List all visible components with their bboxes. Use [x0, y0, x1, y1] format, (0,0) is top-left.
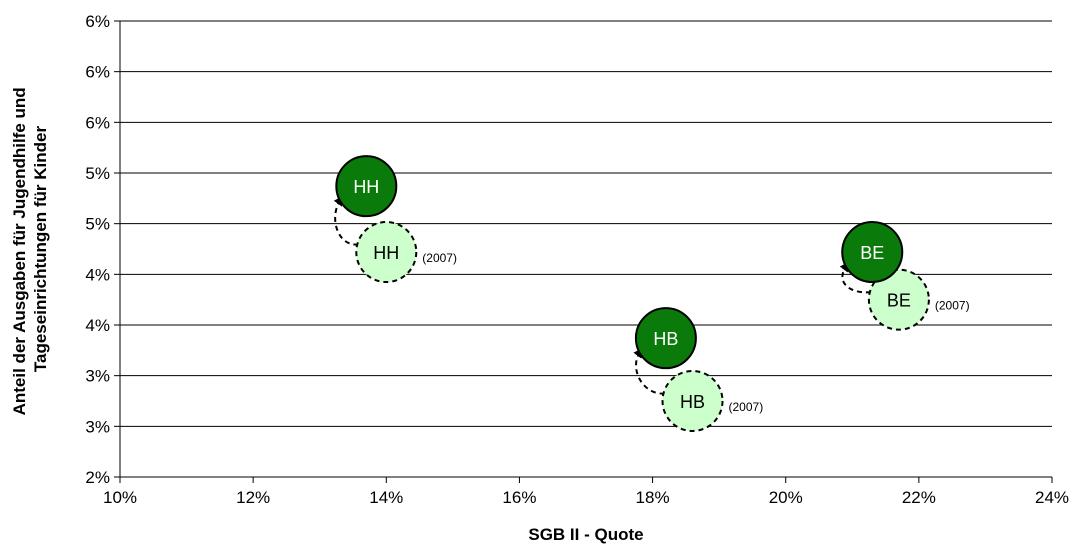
- axes: 2% 3% 3% 4% 4% 5% 5% 6% 6% 6% 10% 12% 14% 16% 18% 20% 22…: [85, 12, 1069, 507]
- year-note: (2007): [935, 299, 970, 313]
- x-tick-label: 22%: [902, 488, 936, 507]
- x-tick-label: 10%: [103, 488, 137, 507]
- y-tick-label: 3%: [85, 417, 110, 436]
- bubble-previous: [661, 370, 724, 432]
- bubble-previous-label: BE: [887, 291, 911, 311]
- x-tick-label: 24%: [1035, 488, 1069, 507]
- grid-lines: [120, 20, 1052, 427]
- y-axis-title-line-2: Tageseinrichtungen für Kinder: [31, 126, 50, 373]
- y-axis-title-line-1: Anteil der Ausgaben für Jugendhilfe und: [10, 87, 29, 415]
- x-tick-label: 12%: [236, 488, 270, 507]
- y-tick-label: 3%: [85, 367, 110, 386]
- movement-arrow: [333, 195, 359, 246]
- bubble-previous-label: HB: [680, 392, 705, 412]
- movement-arrow: [633, 347, 665, 395]
- data-points: HH (2007) HH HB (2007) HB BE (2007) BE: [335, 155, 970, 432]
- bubble-previous-label: HH: [373, 243, 399, 263]
- bubble-current-label: BE: [860, 243, 884, 263]
- y-tick-label: 5%: [85, 215, 110, 234]
- y-axis-title: Anteil der Ausgaben für Jugendhilfe und …: [10, 83, 50, 416]
- bubble-previous: [355, 221, 418, 284]
- year-note: (2007): [422, 251, 457, 265]
- bubble-previous: [867, 268, 930, 331]
- bubble-current: [335, 155, 398, 218]
- x-tick-label: 14%: [369, 488, 403, 507]
- year-note: (2007): [729, 400, 764, 414]
- bubble-current-label: HB: [653, 329, 678, 349]
- bubble-current-label: HH: [353, 177, 379, 197]
- bubble-current: [841, 221, 904, 284]
- y-tick-label: 4%: [85, 316, 110, 335]
- y-tick-label: 4%: [85, 265, 110, 284]
- y-tick-label: 2%: [85, 468, 110, 487]
- bubble-current: [634, 307, 697, 370]
- y-tick-label: 6%: [85, 113, 110, 132]
- y-tick-label: 6%: [85, 63, 110, 82]
- x-tick-label: 20%: [769, 488, 803, 507]
- movement-arrows: [333, 195, 872, 395]
- x-axis-title: SGB II - Quote: [528, 525, 643, 544]
- x-tick-label: 18%: [636, 488, 670, 507]
- y-tick-label: 6%: [85, 12, 110, 31]
- y-tick-label: 5%: [85, 164, 110, 183]
- x-tick-label: 16%: [502, 488, 536, 507]
